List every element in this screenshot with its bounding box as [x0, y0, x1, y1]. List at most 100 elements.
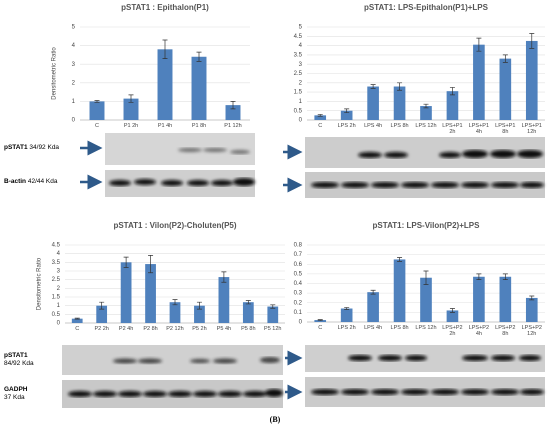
x-tick-label: LPS 8h [390, 123, 409, 129]
y-tick-label: 0.6 [294, 262, 303, 268]
bar [145, 264, 156, 323]
y-tick-label: 0 [299, 320, 303, 326]
y-tick-label: 0 [57, 321, 61, 327]
y-tick-label: 2 [299, 80, 303, 86]
arrows [80, 140, 303, 400]
error-bar [529, 295, 535, 301]
error-bar [99, 301, 105, 310]
x-tick-label: P1 4h [157, 123, 173, 129]
bar [123, 98, 139, 120]
error-bar [397, 82, 403, 91]
x-tick-label: P5 2h [192, 326, 207, 332]
bar [420, 277, 432, 322]
y-tick-label: 3 [57, 269, 61, 275]
bar [218, 277, 230, 323]
error-bar [128, 94, 134, 103]
bar [191, 56, 207, 120]
error-bar [196, 51, 202, 62]
chart-title: pSTAT1: LPS-Vilon(P2)+LPS [373, 221, 481, 230]
error-bar [74, 317, 80, 320]
bar [89, 101, 105, 120]
y-axis-label: Densitometric Ratio [52, 47, 58, 100]
size: 37 Kda [4, 394, 25, 401]
error-bar [502, 273, 508, 280]
error-bar [123, 256, 129, 268]
bar [267, 306, 279, 323]
x-tick-label: P2 12h [166, 326, 184, 332]
error-bar [476, 37, 482, 52]
error-bar [94, 100, 100, 103]
bar [314, 320, 327, 322]
bar [194, 305, 205, 323]
y-tick-label: 0 [299, 118, 303, 124]
y-tick-label: 2 [57, 286, 61, 292]
error-bar [196, 301, 202, 310]
error-bar [370, 289, 376, 295]
error-bar [449, 87, 455, 96]
x-tick-label: C [318, 325, 323, 331]
y-tick-label: 0.3 [294, 291, 303, 297]
bar [525, 40, 538, 121]
error-bar [502, 54, 508, 63]
x-tick-label: LPS+P2 4h [468, 325, 490, 337]
bar [393, 259, 406, 322]
protein: pSTAT1 [4, 144, 28, 151]
y-tick-label: 0.5 [294, 271, 303, 277]
bar [499, 58, 512, 120]
bar [420, 106, 432, 120]
error-bar [344, 108, 350, 113]
x-tick-label: LPS+P2 8h [495, 325, 516, 337]
x-tick-label: P2 2h [94, 326, 109, 332]
bar [525, 297, 538, 322]
blot-label: pSTAT1 84/92 Kda [4, 352, 49, 368]
size: 34/92 Kda [29, 144, 60, 151]
x-tick-label: P5 8h [241, 326, 256, 332]
x-tick-label: C [318, 123, 323, 129]
bar [446, 310, 459, 322]
error-bar [476, 273, 482, 280]
blots [62, 133, 545, 408]
y-axis-label: Densitometric Ratio [37, 257, 43, 310]
y-tick-label: 0.5 [52, 312, 61, 318]
y-tick-label: 5 [72, 25, 76, 31]
y-tick-label: 1 [57, 303, 61, 309]
bar [242, 302, 254, 323]
x-tick-label: LPS 8h [390, 325, 409, 331]
bar [340, 308, 353, 322]
error-bar [397, 257, 403, 262]
bar [225, 105, 241, 120]
bar [157, 49, 173, 120]
x-tick-label: P2 4h [118, 326, 134, 332]
y-tick-label: 1.5 [52, 295, 61, 301]
x-tick-label: P2 8h [143, 326, 158, 332]
x-tick-label: LPS 12h [415, 123, 437, 129]
y-tick-label: 0.5 [294, 108, 303, 114]
y-tick-label: 0.2 [294, 300, 303, 306]
y-tick-label: 2 [72, 80, 76, 86]
error-bar [162, 39, 168, 59]
y-tick-label: 0.8 [294, 243, 303, 249]
bar [314, 115, 327, 120]
x-tick-label: LPS 12h [415, 325, 437, 331]
y-tick-label: 1.5 [294, 90, 303, 96]
size: 84/92 Kda [4, 360, 34, 367]
x-tick-label: LPS+P1 4h [468, 123, 490, 135]
bar [499, 276, 512, 322]
y-tick-label: 0.7 [294, 252, 303, 258]
y-tick-label: 0 [72, 118, 76, 124]
x-tick-label: LPS 2h [337, 123, 356, 129]
chart-title: pSTAT1: LPS-Epithalon(P1)+LPS [364, 3, 489, 12]
y-tick-label: 5 [299, 25, 303, 31]
error-bar [270, 304, 276, 309]
error-bar [529, 33, 535, 49]
size: 42/44 Kda [27, 178, 58, 185]
y-tick-label: 4 [72, 43, 76, 49]
error-bar [423, 103, 429, 109]
y-tick-label: 4 [57, 251, 61, 257]
panel-label: (B) [270, 415, 281, 424]
x-tick-label: LPS+P1 12h [521, 123, 542, 135]
bar [446, 91, 459, 120]
error-bar [344, 307, 350, 310]
y-tick-label: 4.5 [52, 243, 61, 249]
error-bar [423, 270, 429, 285]
